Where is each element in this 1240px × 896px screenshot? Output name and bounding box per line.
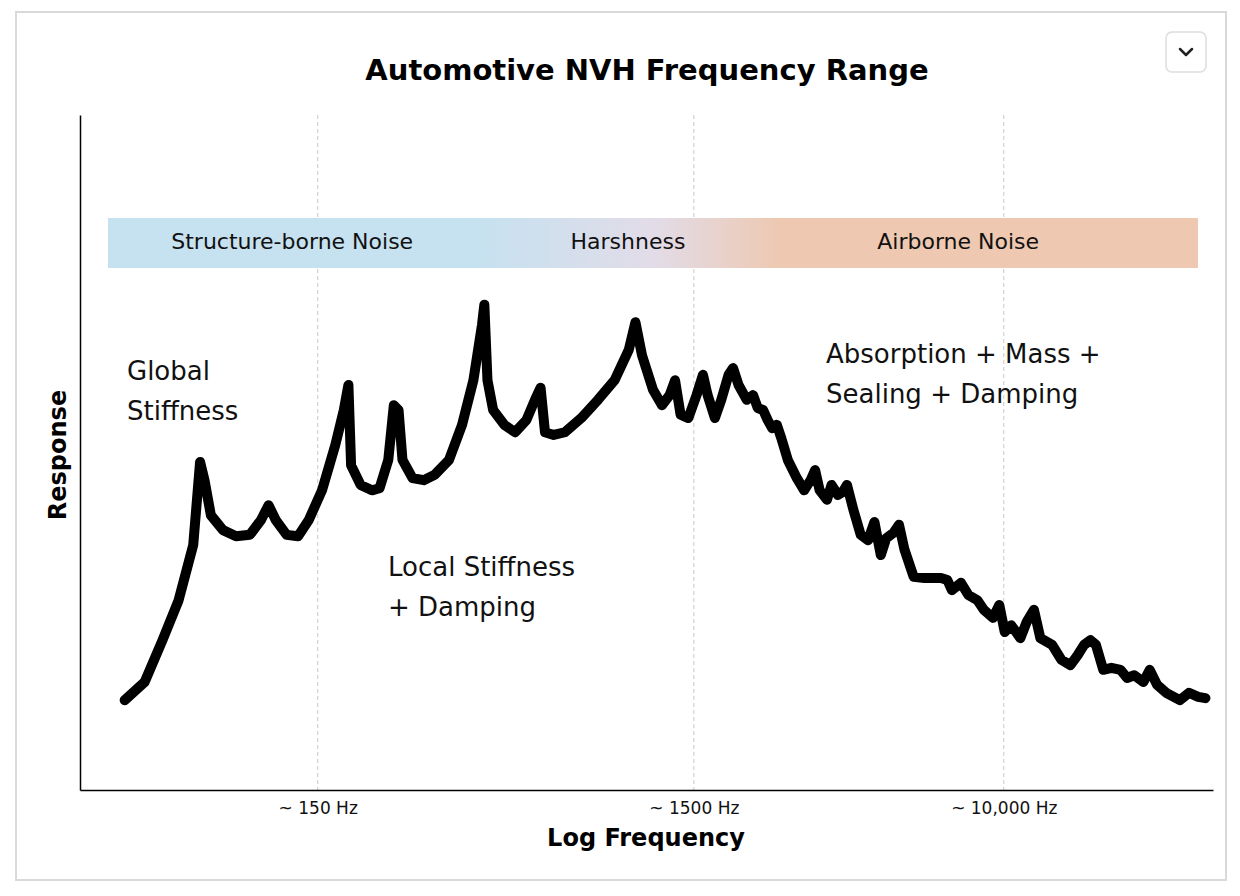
x-tick-label: ~ 10,000 Hz [951, 798, 1057, 818]
x-axis-line [81, 790, 1214, 792]
y-axis-title: Response [44, 390, 72, 520]
band-label: Structure-borne Noise [171, 229, 413, 254]
x-tick-label: ~ 1500 Hz [649, 798, 739, 818]
chart-root: Automotive NVH Frequency Range Structure-… [0, 0, 1240, 896]
y-axis-line [80, 116, 82, 791]
card-frame [16, 12, 1226, 880]
menu-button[interactable] [1166, 32, 1206, 72]
annotation-line: + Damping [388, 592, 536, 622]
annotation-line: Sealing + Damping [826, 379, 1078, 409]
annotation: Global Stiffness [127, 356, 238, 426]
y-axis [80, 116, 81, 791]
annotation: Absorption + Mass + Sealing + Damping [826, 339, 1101, 409]
band-label: Airborne Noise [877, 229, 1039, 254]
chevron-icon[interactable] [1180, 49, 1192, 55]
band-label: Harshness [570, 229, 685, 254]
response-line [125, 305, 1206, 701]
annotation: Local Stiffness + Damping [388, 552, 575, 622]
x-tick: ~ 1500 Hz [649, 790, 739, 818]
annotation-line: Local Stiffness [388, 552, 575, 582]
chart-title: Automotive NVH Frequency Range [365, 53, 928, 87]
annotation-line: Global [127, 356, 210, 386]
band-bar [108, 218, 1198, 268]
annotation-line: Absorption + Mass + [826, 339, 1101, 369]
x-tick: ~ 10,000 Hz [951, 790, 1057, 818]
x-tick: ~ 150 Hz [279, 790, 358, 818]
grid-line [317, 115, 318, 790]
menu-button-box[interactable] [1166, 32, 1206, 72]
grid-line [1003, 115, 1004, 790]
annotation-line: Stiffness [127, 396, 238, 426]
grid [318, 115, 1004, 790]
x-axis: ~ 150 Hz ~ 1500 Hz ~ 10,000 Hz [81, 790, 1214, 818]
plot-area [125, 305, 1206, 701]
x-tick-label: ~ 150 Hz [279, 798, 358, 818]
x-axis-title: Log Frequency [547, 824, 745, 852]
grid-line [693, 115, 694, 790]
